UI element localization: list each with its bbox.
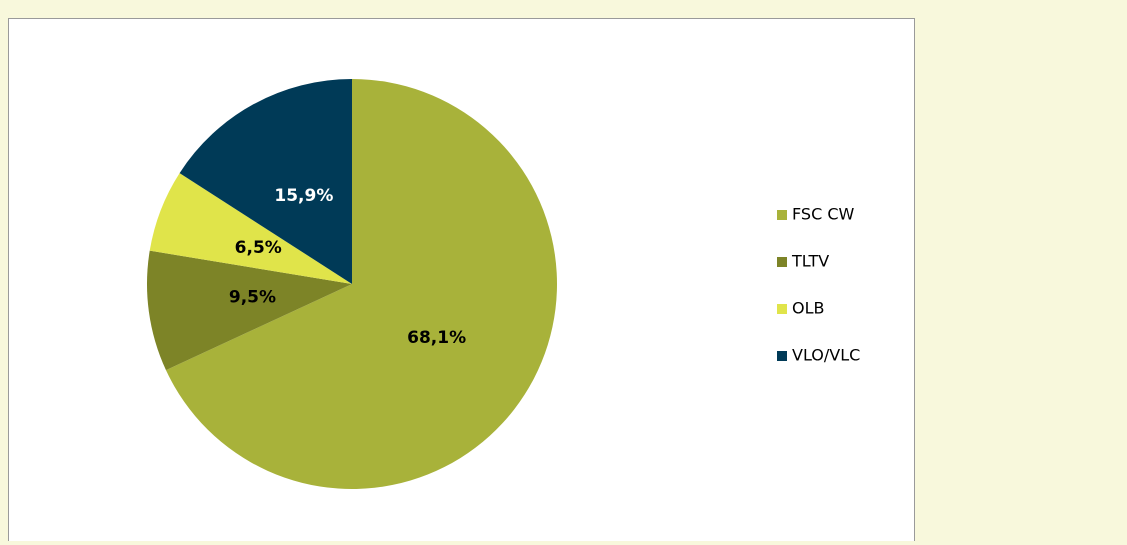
pie-slice [149, 173, 352, 284]
legend-swatch [777, 257, 787, 267]
data-label: 68,1% [407, 328, 466, 348]
data-label: 6,5% [235, 238, 282, 258]
legend-swatch [777, 351, 787, 361]
pie-slice [147, 250, 352, 371]
pie-slice [165, 79, 557, 489]
pie-slice [179, 79, 352, 284]
legend-label: TLTV [791, 252, 829, 271]
data-label: 9,5% [229, 288, 276, 308]
legend-swatch [777, 210, 787, 220]
data-label: 15,9% [274, 186, 333, 206]
legend-swatch [777, 304, 787, 314]
legend-label: VLO/VLC [792, 346, 860, 365]
legend-label: FSC CW [792, 205, 855, 224]
legend-label: OLB [792, 299, 824, 318]
